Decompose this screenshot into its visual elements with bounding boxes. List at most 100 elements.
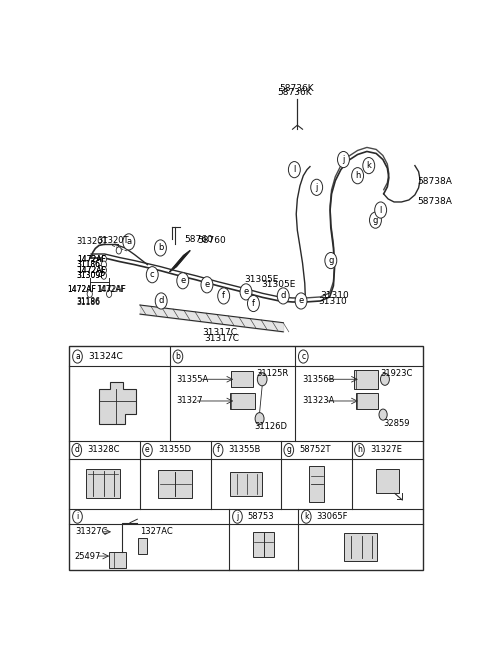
FancyBboxPatch shape bbox=[354, 370, 378, 389]
Text: e: e bbox=[180, 276, 185, 285]
Circle shape bbox=[146, 266, 158, 283]
Text: b: b bbox=[158, 243, 163, 253]
Text: k: k bbox=[304, 512, 309, 521]
Circle shape bbox=[337, 152, 349, 168]
Text: c: c bbox=[301, 352, 305, 361]
FancyBboxPatch shape bbox=[138, 539, 147, 554]
Text: f: f bbox=[252, 299, 255, 308]
Text: d: d bbox=[158, 297, 164, 306]
Circle shape bbox=[370, 212, 382, 228]
Text: 58760: 58760 bbox=[185, 235, 214, 244]
Text: d: d bbox=[280, 291, 286, 300]
FancyBboxPatch shape bbox=[109, 552, 126, 567]
Circle shape bbox=[301, 510, 311, 523]
Text: l: l bbox=[380, 205, 382, 215]
Circle shape bbox=[240, 284, 252, 300]
FancyBboxPatch shape bbox=[158, 470, 192, 498]
Text: c: c bbox=[150, 270, 155, 279]
Circle shape bbox=[116, 247, 121, 254]
Text: f: f bbox=[222, 291, 225, 300]
Circle shape bbox=[101, 255, 107, 262]
Text: a: a bbox=[126, 237, 132, 247]
Circle shape bbox=[379, 409, 387, 420]
FancyBboxPatch shape bbox=[230, 371, 253, 387]
Text: g: g bbox=[287, 445, 291, 455]
Circle shape bbox=[107, 291, 112, 297]
Text: 31923C: 31923C bbox=[381, 369, 413, 378]
Text: e: e bbox=[243, 287, 249, 297]
Circle shape bbox=[218, 288, 229, 304]
Text: 31356B: 31356B bbox=[302, 375, 334, 384]
Text: 1472AF: 1472AF bbox=[77, 255, 106, 264]
FancyBboxPatch shape bbox=[356, 394, 378, 409]
Circle shape bbox=[299, 350, 308, 363]
Text: e: e bbox=[145, 445, 150, 455]
Circle shape bbox=[201, 277, 213, 293]
Text: h: h bbox=[357, 445, 362, 455]
Text: 31327: 31327 bbox=[177, 396, 203, 405]
Text: 31355D: 31355D bbox=[158, 445, 191, 455]
Text: g: g bbox=[328, 256, 334, 265]
Circle shape bbox=[248, 295, 259, 312]
Text: j: j bbox=[342, 155, 345, 164]
Text: 31309P: 31309P bbox=[77, 271, 106, 280]
Text: 31186: 31186 bbox=[77, 298, 101, 308]
Circle shape bbox=[72, 443, 82, 457]
Circle shape bbox=[257, 373, 267, 386]
FancyBboxPatch shape bbox=[344, 533, 377, 561]
Text: h: h bbox=[355, 171, 360, 180]
Circle shape bbox=[101, 261, 107, 268]
Circle shape bbox=[277, 288, 289, 304]
Text: 31125R: 31125R bbox=[257, 369, 289, 378]
Text: 58738A: 58738A bbox=[417, 176, 452, 186]
Text: 31305E: 31305E bbox=[261, 280, 295, 289]
Circle shape bbox=[213, 443, 223, 457]
Text: 25497: 25497 bbox=[75, 552, 101, 561]
Text: 31327E: 31327E bbox=[370, 445, 402, 455]
Text: 31186: 31186 bbox=[77, 297, 101, 306]
Text: 31323A: 31323A bbox=[302, 396, 334, 405]
Bar bbox=[69, 346, 423, 569]
Text: 1472AF: 1472AF bbox=[77, 266, 106, 275]
Text: 1472AF: 1472AF bbox=[97, 285, 126, 295]
FancyBboxPatch shape bbox=[86, 469, 120, 499]
Circle shape bbox=[311, 179, 323, 195]
Text: 31327C: 31327C bbox=[75, 527, 108, 537]
Circle shape bbox=[123, 234, 135, 250]
Text: k: k bbox=[366, 161, 371, 170]
Text: 33065F: 33065F bbox=[317, 512, 348, 521]
FancyBboxPatch shape bbox=[376, 469, 398, 493]
Text: i: i bbox=[76, 512, 79, 521]
Text: 58738A: 58738A bbox=[417, 197, 452, 206]
Text: b: b bbox=[176, 352, 180, 361]
Text: 31355B: 31355B bbox=[228, 445, 261, 455]
Circle shape bbox=[255, 413, 264, 424]
Circle shape bbox=[155, 293, 167, 309]
Text: 1472AF: 1472AF bbox=[96, 285, 125, 295]
Circle shape bbox=[233, 510, 242, 523]
Text: 58753: 58753 bbox=[248, 512, 275, 521]
Circle shape bbox=[173, 350, 183, 363]
Circle shape bbox=[381, 373, 389, 385]
Text: d: d bbox=[74, 445, 79, 455]
Circle shape bbox=[177, 273, 189, 289]
Text: 1327AC: 1327AC bbox=[140, 527, 173, 537]
Circle shape bbox=[284, 443, 294, 457]
Text: 31320T: 31320T bbox=[77, 237, 108, 246]
Text: 31126D: 31126D bbox=[254, 422, 287, 431]
Circle shape bbox=[143, 443, 152, 457]
Text: 31186: 31186 bbox=[77, 260, 101, 269]
Text: j: j bbox=[315, 183, 318, 192]
Text: 31320T: 31320T bbox=[97, 236, 129, 245]
Text: 58760: 58760 bbox=[198, 236, 227, 245]
Text: 31317C: 31317C bbox=[204, 335, 240, 343]
Text: 31310: 31310 bbox=[321, 291, 349, 300]
Circle shape bbox=[155, 240, 167, 256]
Text: e: e bbox=[299, 297, 304, 306]
Circle shape bbox=[87, 291, 92, 297]
Text: 31355A: 31355A bbox=[177, 375, 209, 384]
Text: 31309P: 31309P bbox=[77, 271, 106, 280]
Polygon shape bbox=[99, 382, 136, 424]
Circle shape bbox=[72, 350, 83, 363]
Text: 32859: 32859 bbox=[383, 419, 409, 428]
